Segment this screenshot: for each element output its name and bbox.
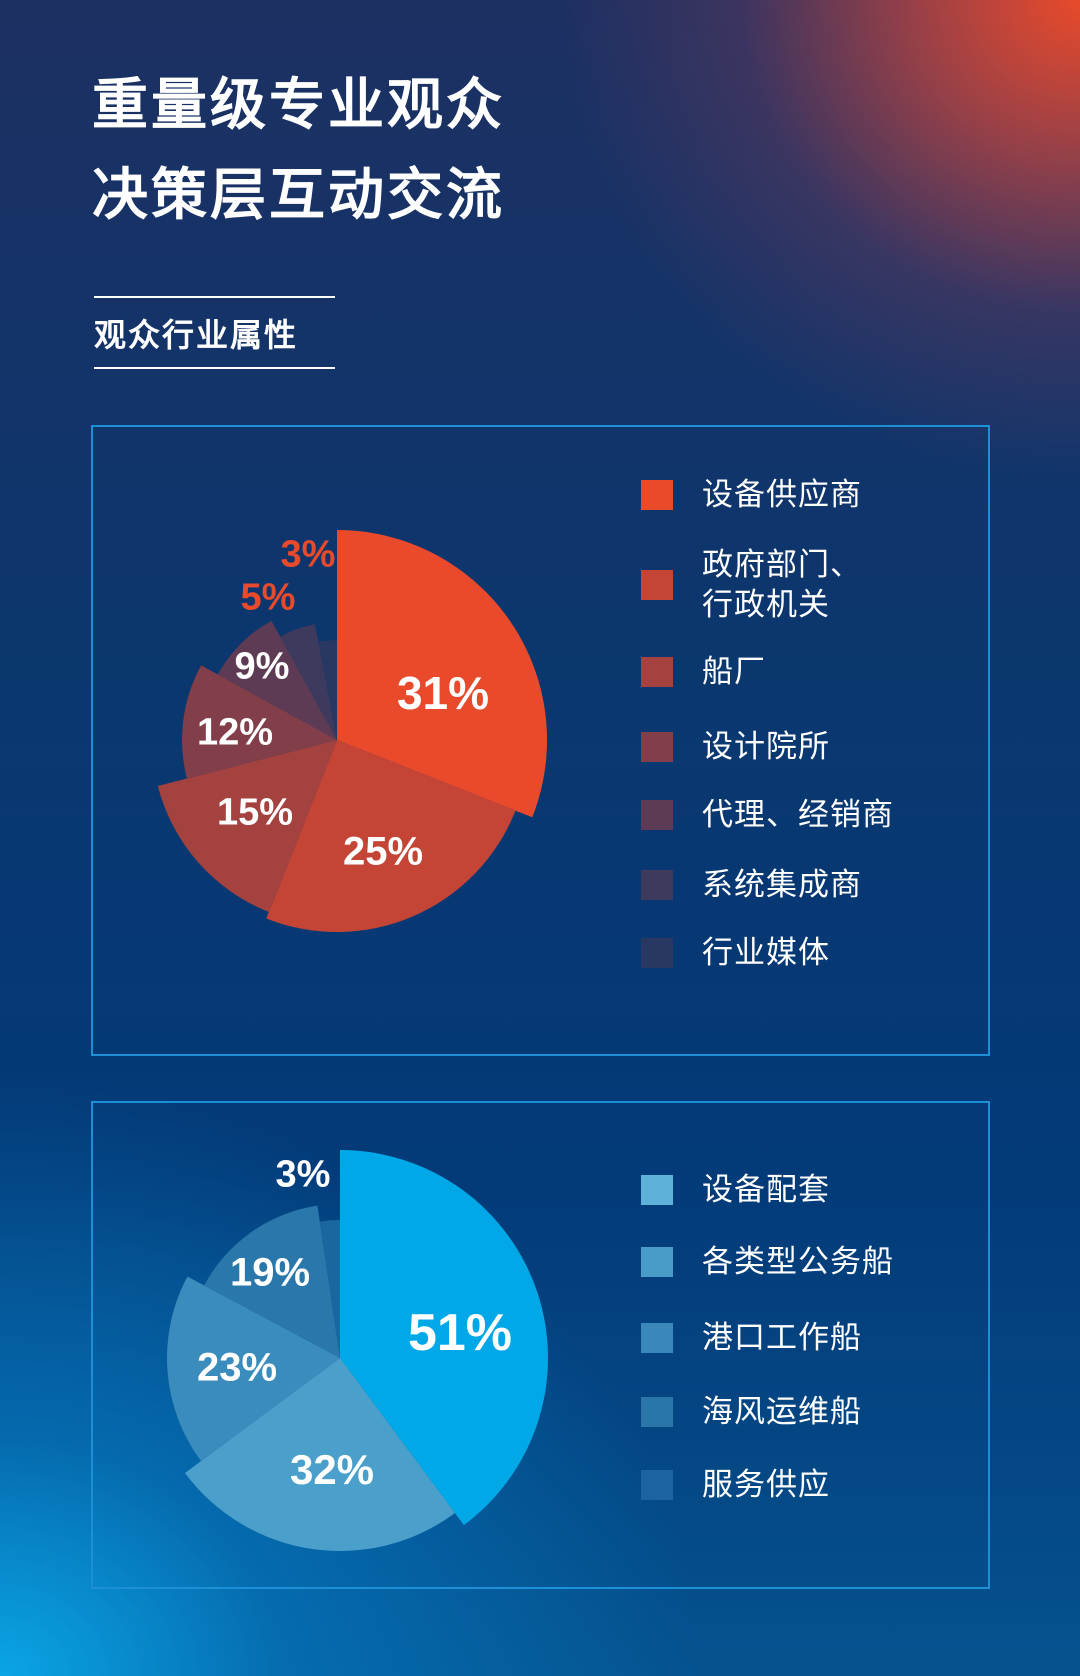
legend-label: 服务供应 — [702, 1465, 830, 1505]
legend-swatch — [641, 1397, 673, 1427]
legend-label-line: 船厂 — [702, 654, 766, 690]
legend-item: 港口工作船 — [641, 1318, 862, 1358]
legend-swatch — [641, 938, 673, 968]
data-label: 15% — [216, 791, 294, 834]
legend-item: 行业媒体 — [641, 933, 830, 973]
data-label: 19% — [229, 1250, 311, 1295]
legend-label-line: 服务供应 — [702, 1467, 830, 1503]
legend-label: 设备配套 — [702, 1170, 830, 1210]
data-label: 5% — [240, 576, 296, 619]
chart-panel-industry — [91, 425, 990, 1056]
legend-swatch — [641, 570, 673, 600]
legend-item: 设计院所 — [641, 727, 830, 767]
legend-swatch — [641, 1247, 673, 1277]
pie-slice — [319, 1220, 340, 1358]
legend-label: 设备供应商 — [702, 475, 862, 515]
pie-slice — [184, 1358, 455, 1551]
data-label: 51% — [407, 1304, 513, 1362]
legend-label-line: 设备配套 — [702, 1172, 830, 1208]
legend-label: 行业媒体 — [702, 933, 830, 973]
legend-label-line: 海风运维船 — [702, 1394, 862, 1430]
legend-swatch — [641, 1323, 673, 1353]
legend-label-line: 港口工作船 — [702, 1320, 862, 1356]
section-title: 观众行业属性 — [94, 296, 335, 369]
data-label: 3% — [280, 533, 336, 576]
legend-item: 政府部门、 行政机关 — [641, 545, 862, 625]
legend-label-line: 设备供应商 — [702, 477, 862, 513]
legend-label-line: 代理、经销商 — [702, 797, 894, 833]
data-label: 3% — [275, 1153, 331, 1196]
data-label: 9% — [234, 645, 290, 688]
headline-line-1: 重量级专业观众 — [92, 73, 505, 138]
legend-label-line: 行业媒体 — [702, 935, 830, 971]
legend-label-line: 系统集成商 — [702, 867, 862, 903]
legend-item: 各类型公务船 — [641, 1242, 894, 1282]
legend-label: 船厂 — [702, 652, 766, 692]
pie-slice — [204, 1205, 340, 1358]
legend-item: 系统集成商 — [641, 865, 862, 905]
legend-label-line: 各类型公务船 — [702, 1244, 894, 1280]
pie-slice — [318, 640, 337, 740]
legend-item: 代理、经销商 — [641, 795, 894, 835]
headline-line-2: 决策层互动交流 — [92, 163, 505, 228]
legend-swatch — [641, 732, 673, 762]
pie-slice — [166, 1276, 340, 1462]
legend-label: 设计院所 — [702, 727, 830, 767]
legend-label: 系统集成商 — [702, 865, 862, 905]
legend-swatch — [641, 657, 673, 687]
data-label: 32% — [289, 1446, 375, 1493]
legend-label-line: 政府部门、 — [702, 547, 862, 583]
legend-item: 海风运维船 — [641, 1392, 862, 1432]
legend-swatch — [641, 800, 673, 830]
legend-item: 设备供应商 — [641, 475, 862, 515]
legend-label: 海风运维船 — [702, 1392, 862, 1432]
data-label: 23% — [196, 1345, 278, 1390]
pie-slice — [217, 620, 337, 740]
legend-label: 港口工作船 — [702, 1318, 862, 1358]
legend-swatch — [641, 870, 673, 900]
pie-slice — [337, 530, 547, 818]
chart-panel-ship-type — [91, 1101, 990, 1589]
legend-swatch — [641, 1175, 673, 1205]
pie-slice — [157, 740, 337, 913]
legend-label-line: 行政机关 — [702, 587, 830, 623]
legend-swatch — [641, 1470, 673, 1500]
legend-label: 代理、经销商 — [702, 795, 894, 835]
pie-slice — [340, 1150, 548, 1526]
legend-label-line: 设计院所 — [702, 729, 830, 765]
data-label: 12% — [196, 711, 274, 754]
pie-slice — [280, 624, 337, 740]
legend-label: 各类型公务船 — [702, 1242, 894, 1282]
legend-item: 船厂 — [641, 652, 766, 692]
data-label: 25% — [342, 829, 424, 874]
legend-item: 设备配套 — [641, 1170, 830, 1210]
data-label: 31% — [396, 667, 490, 719]
legend-label: 政府部门、 行政机关 — [702, 545, 862, 625]
pie-slice — [181, 665, 337, 779]
pie-slice — [266, 740, 516, 932]
legend-item: 服务供应 — [641, 1465, 830, 1505]
legend-swatch — [641, 480, 673, 510]
